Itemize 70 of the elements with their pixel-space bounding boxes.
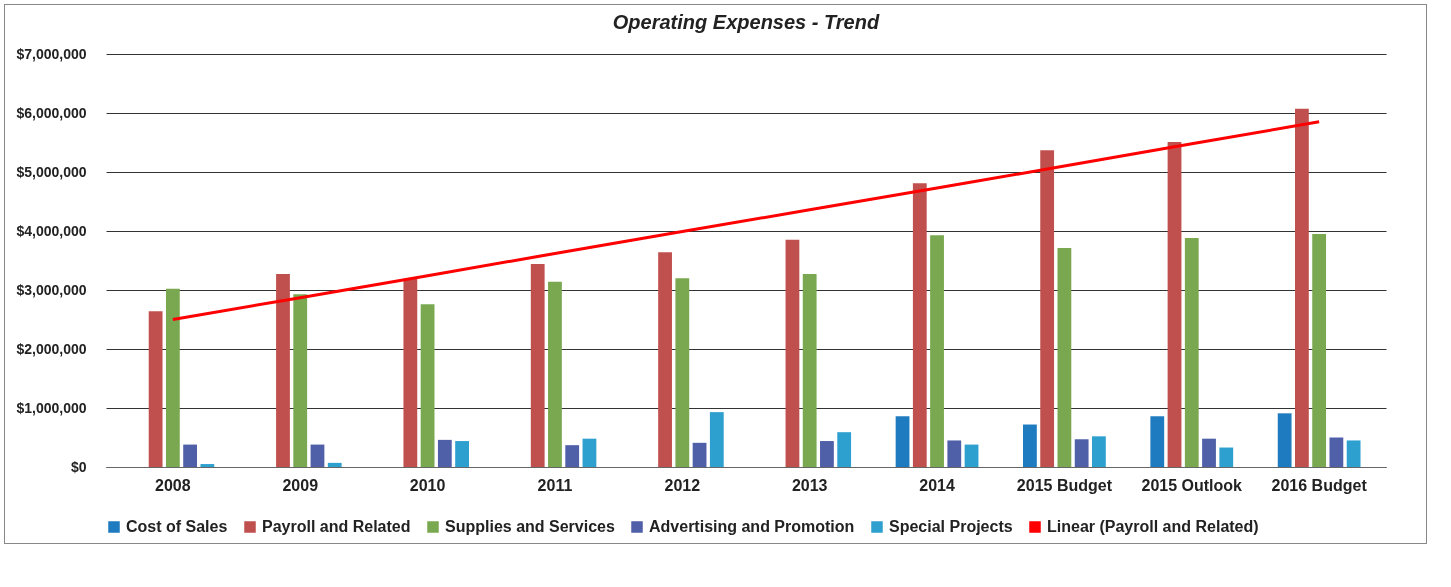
bar [964,444,979,467]
legend-label: Supplies and Services [445,518,615,535]
y-tick-label: $3,000,000 [16,281,87,298]
bar [692,442,707,467]
bar [327,462,342,467]
y-tick-label: $5,000,000 [16,163,87,180]
bar [1277,413,1292,467]
legend-label: Advertising and Promotion [649,518,855,535]
bar [675,278,690,467]
y-tick-label: $4,000,000 [16,222,87,239]
y-tick-label: $2,000,000 [16,340,87,357]
bar [1294,108,1309,467]
bar [548,281,562,467]
bar [1202,438,1216,467]
y-tick-label: $7,000,000 [16,45,87,62]
bar [310,444,325,467]
legend-label: Linear (Payroll and Related) [1047,518,1259,535]
bar [912,183,927,467]
bar [837,432,852,467]
bar [1057,248,1072,467]
x-tick-label: 2015 Outlook [1141,476,1243,494]
legend-label: Payroll and Related [262,518,411,535]
bar [276,274,290,467]
bar [930,235,944,467]
y-tick-label: $6,000,000 [16,104,87,121]
bar [455,441,469,467]
legend-label: Cost of Sales [126,518,228,535]
bar [947,440,962,467]
bar [200,464,215,467]
bar [148,311,163,467]
bar [565,445,580,467]
line-series [171,120,1321,321]
bar [1150,416,1165,467]
chart-title: Operating Expenses - Trend [612,11,880,33]
bar [1329,437,1344,467]
bar [1092,436,1106,467]
y-tick-label: $1,000,000 [16,399,87,416]
x-tick-label: 2011 [537,476,573,494]
x-tick-label: 2010 [409,476,446,494]
x-tick-label: 2013 [791,476,828,494]
bar [1184,238,1199,467]
bar [1023,424,1037,467]
x-tick-label: 2008 [155,476,191,494]
bar [1040,150,1055,467]
y-tick-label: $0 [70,458,87,475]
bar [658,252,672,467]
legend-label: Special Projects [889,518,1013,535]
bar [165,288,180,467]
x-tick-label: 2014 [919,476,955,494]
bar [1346,440,1361,467]
bar [1219,447,1234,467]
bar [895,416,910,467]
bar [420,304,435,467]
bar [1074,439,1089,467]
x-tick-label: 2015 Budget [1016,476,1113,494]
bar [1312,233,1327,467]
bar [183,444,198,467]
bar [582,438,597,467]
bar [820,441,834,467]
x-tick-label: 2009 [282,476,319,494]
bar [403,278,418,467]
bar [1167,141,1182,467]
x-tick-label: 2016 Budget [1271,476,1368,494]
bar [293,294,308,467]
x-tick-label: 2012 [664,476,701,494]
bar [437,439,452,467]
bar [785,239,800,467]
bar [530,264,545,467]
bar [709,412,724,467]
bar [802,274,817,467]
